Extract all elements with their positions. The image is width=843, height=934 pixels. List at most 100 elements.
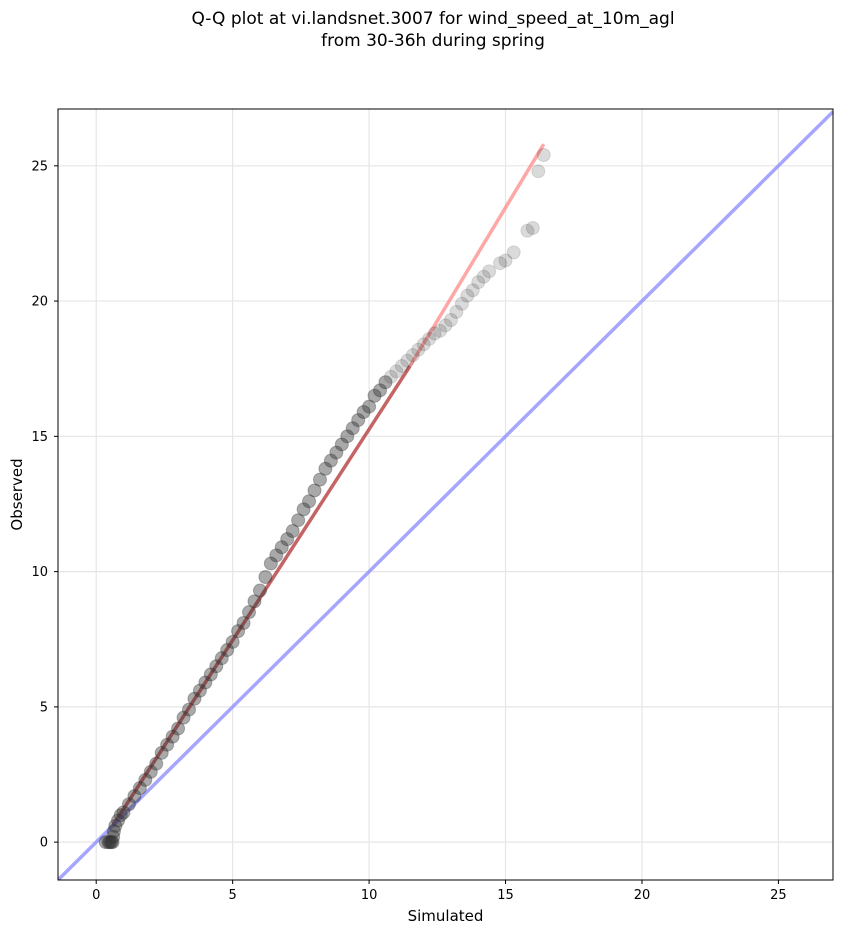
data-point (231, 624, 246, 639)
data-point (394, 359, 409, 373)
data-point (220, 643, 235, 658)
data-point (203, 667, 218, 682)
data-point (460, 288, 475, 303)
data-point (362, 399, 377, 414)
y-tick-label: 25 (31, 159, 48, 174)
y-tick-label: 15 (31, 430, 48, 445)
data-point (536, 147, 551, 162)
data-point (132, 781, 147, 796)
data-point (307, 483, 322, 498)
data-point (476, 269, 491, 284)
data-point (465, 283, 480, 298)
data-point (154, 745, 169, 760)
data-point (493, 256, 508, 271)
data-point (340, 429, 355, 444)
data-point (214, 651, 229, 666)
data-point (411, 342, 426, 357)
data-point (525, 221, 540, 236)
x-tick-label: 0 (92, 888, 100, 903)
data-point (176, 710, 191, 725)
data-point (242, 605, 257, 620)
data-point (405, 348, 420, 363)
chart-title: Q-Q plot at vi.landsnet.3007 for wind_sp… (191, 9, 675, 29)
data-point (427, 326, 442, 341)
chart-subtitle: from 30-36h during spring (321, 31, 545, 51)
data-point (506, 245, 521, 260)
data-point (400, 353, 415, 368)
data-point (106, 824, 121, 839)
data-point (102, 835, 117, 850)
data-point (383, 369, 398, 384)
x-tick-label: 25 (770, 888, 787, 903)
data-point (433, 323, 448, 338)
data-point (127, 789, 142, 804)
data-point (482, 264, 497, 279)
data-point (98, 835, 113, 850)
x-tick-label: 5 (229, 888, 237, 903)
data-point (367, 388, 382, 403)
y-tick-label: 5 (40, 700, 48, 715)
plot-frame (57, 108, 834, 881)
data-point (143, 764, 158, 779)
data-point (471, 275, 486, 290)
data-point (181, 702, 196, 717)
data-point (422, 331, 437, 346)
data-point (149, 756, 164, 771)
data-point (356, 404, 371, 419)
x-tick-label: 20 (634, 888, 651, 903)
data-point (389, 364, 404, 379)
x-tick-label: 15 (497, 888, 514, 903)
data-point (209, 659, 224, 674)
data-point (160, 737, 175, 752)
data-point (296, 502, 311, 517)
data-point (116, 805, 131, 820)
data-point (138, 772, 153, 787)
data-point (345, 421, 360, 436)
y-tick-label: 0 (40, 836, 48, 851)
reference-line (111, 365, 412, 827)
data-point (247, 594, 262, 609)
data-point (187, 691, 202, 706)
line-layer (58, 110, 833, 880)
data-point (280, 532, 295, 547)
data-point (113, 808, 128, 823)
tick-layer: 0 5 10 15 20 25 0 5 10 15 20 25 (31, 159, 786, 903)
data-point (443, 313, 458, 328)
data-point (498, 253, 513, 268)
data-point (285, 524, 300, 539)
data-point (225, 634, 240, 649)
y-tick-label: 10 (31, 565, 48, 580)
data-point (106, 829, 121, 844)
data-point (165, 729, 180, 744)
data-point (104, 835, 119, 850)
data-point (198, 675, 213, 690)
x-axis-label: Simulated (408, 907, 484, 925)
data-point (108, 818, 123, 833)
data-point (171, 721, 186, 736)
data-point (105, 835, 120, 850)
data-point (454, 296, 469, 311)
chart-title-block: Q-Q plot at vi.landsnet.3007 for wind_sp… (0, 8, 843, 52)
data-point (312, 472, 327, 487)
reference-line (58, 110, 833, 880)
data-point (416, 337, 431, 352)
data-point (101, 835, 116, 850)
data-point (291, 513, 306, 528)
y-tick-label: 20 (31, 295, 48, 310)
data-point (258, 570, 273, 585)
data-point (449, 304, 464, 319)
y-axis-label: Observed (8, 458, 26, 530)
data-point (531, 164, 546, 179)
data-point (236, 616, 251, 630)
data-point (192, 683, 207, 698)
data-point (111, 813, 126, 828)
x-tick-label: 10 (361, 888, 378, 903)
point-layer (98, 147, 551, 850)
reference-line (408, 143, 546, 367)
data-point (302, 494, 317, 509)
data-point (351, 413, 366, 428)
data-point (378, 375, 393, 390)
data-point (121, 797, 136, 812)
data-point (274, 540, 289, 555)
